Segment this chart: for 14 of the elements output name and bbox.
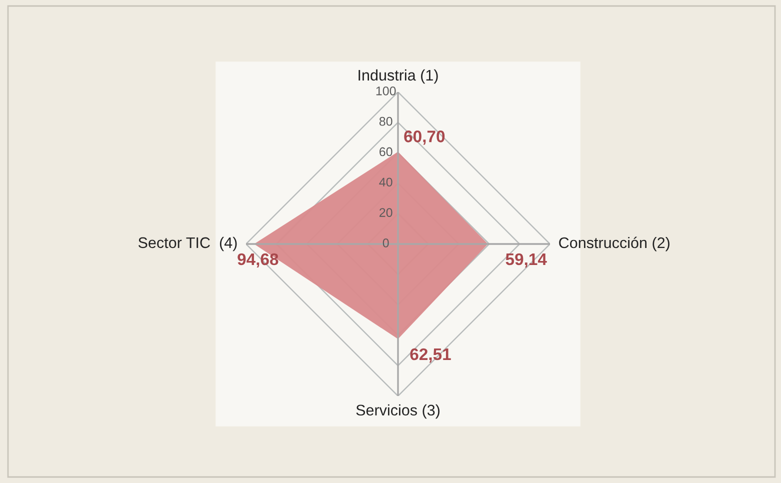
data-label: 94,68 (238, 253, 278, 268)
y-tick-label: 100 (376, 86, 396, 96)
y-tick-label: 40 (379, 178, 392, 187)
spoke-label: Industria (1) (358, 69, 438, 84)
data-label: 60,70 (404, 130, 445, 145)
spoke-label: Servicios (3) (356, 404, 440, 419)
spoke-label: Construcción (2) (559, 236, 670, 252)
spoke-label: Sector TIC (4) (138, 236, 237, 252)
y-tick-label: 0 (382, 238, 389, 248)
y-tick-label: 80 (379, 116, 392, 126)
y-tick-label: 20 (380, 208, 392, 217)
data-label: 62,51 (410, 348, 451, 363)
data-label: 59,14 (506, 253, 547, 268)
y-tick-label: 60 (380, 147, 392, 156)
